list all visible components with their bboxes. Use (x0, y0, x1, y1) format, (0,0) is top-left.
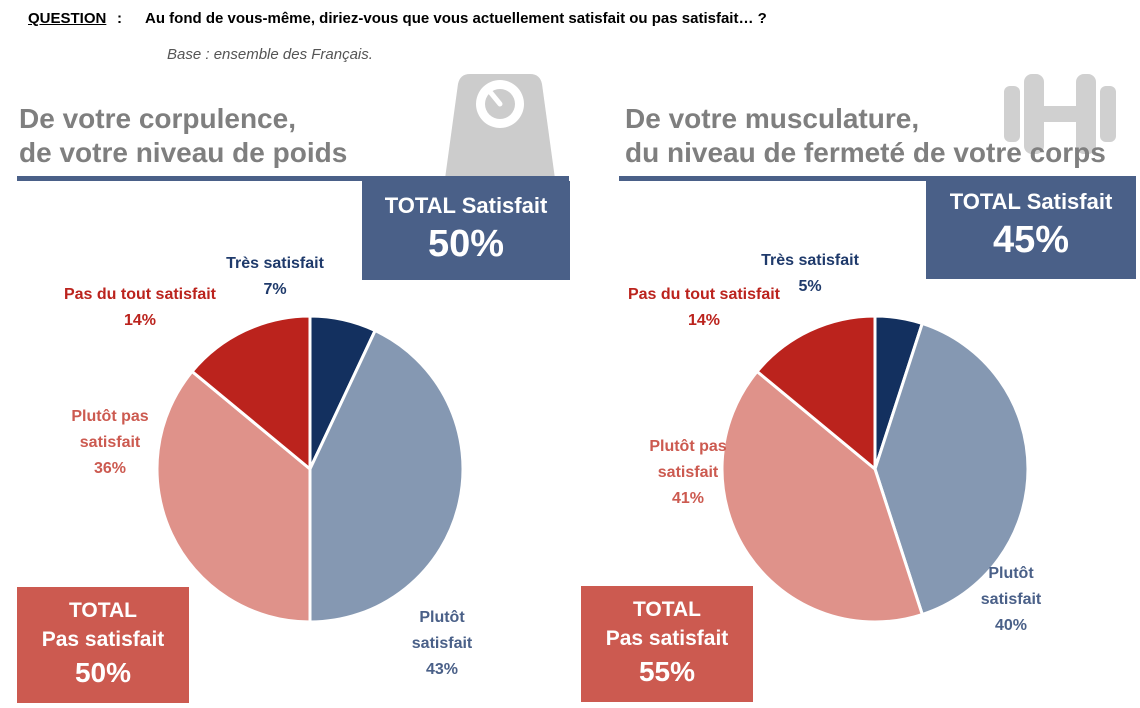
question-text: Au fond de vous-même, diriez-vous que vo… (145, 10, 767, 27)
label-tres-satisfait-line: 5% (798, 278, 821, 295)
slice-pas-du-tout-satisfait (190, 314, 312, 471)
label-pas-du-tout-satisfait-line: 14% (124, 312, 156, 329)
label-tres-satisfait-line: 7% (263, 281, 286, 298)
label-plutot-satisfait-line: satisfait (412, 635, 473, 652)
total-satisfait-value: 50% (427, 223, 505, 265)
label-pas-du-tout-satisfait-line: 14% (688, 312, 720, 329)
total-pas-line2: Pas satisfait (41, 628, 165, 651)
total-satisfait-label: TOTAL Satisfait (384, 193, 548, 218)
panel-title: De votre corpulence, de votre niveau de … (19, 102, 347, 170)
label-plutot-satisfait-line: 40% (995, 617, 1027, 634)
panel-title-line1: De votre corpulence, (19, 103, 296, 134)
question-label: QUESTION (28, 10, 107, 27)
label-tres-satisfait-line: Très satisfait (761, 252, 860, 269)
panel-corpulence: De votre corpulence, de votre niveau de … (17, 74, 570, 703)
total-pas-line1: TOTAL (632, 598, 702, 621)
scale-icon (443, 74, 557, 192)
label-plutot-pas-satisfait: Plutôt pas satisfait 41% (649, 438, 726, 507)
slice-pas-du-tout-satisfait (755, 314, 877, 471)
label-plutot-satisfait-line: Plutôt (988, 565, 1034, 582)
label-plutot-satisfait-line: 43% (426, 661, 458, 678)
label-plutot-pas-satisfait-line: satisfait (80, 434, 141, 451)
total-satisfait-value: 45% (992, 219, 1070, 261)
label-plutot-satisfait: Plutôt satisfait 43% (412, 609, 473, 678)
dumbbell-icon (1004, 74, 1116, 154)
panel-title-line2: de votre niveau de poids (19, 137, 348, 168)
total-pas-line1: TOTAL (68, 599, 138, 622)
title-underline (17, 176, 569, 181)
total-satisfait-label: TOTAL Satisfait (949, 189, 1113, 214)
slice-plutot-satisfait (873, 321, 1030, 617)
total-satisfait-box: TOTAL Satisfait 50% (362, 181, 570, 280)
label-plutot-satisfait: Plutôt satisfait 40% (981, 565, 1042, 634)
total-satisfait-box: TOTAL Satisfait 45% (926, 181, 1136, 279)
pie-chart-2: Très satisfait 5%Plutôt satisfait 40%Plutôt… (628, 252, 1042, 634)
total-pas-value: 50% (74, 657, 132, 688)
label-plutot-satisfait-line: satisfait (981, 591, 1042, 608)
label-plutot-pas-satisfait-line: 36% (94, 460, 126, 477)
label-tres-satisfait: Très satisfait 7% (226, 255, 325, 298)
label-plutot-pas-satisfait-line: Plutôt pas (649, 438, 726, 455)
pie-chart-1: Très satisfait 7%Plutôt satisfait 43%Plutôt… (64, 255, 473, 678)
total-pas-satisfait-box: TOTAL Pas satisfait 55% (581, 586, 753, 702)
panel-title-line1: De votre musculature, (625, 103, 920, 134)
label-plutot-pas-satisfait: Plutôt pas satisfait 36% (71, 408, 148, 477)
panel-musculature: De votre musculature, du niveau de ferme… (570, 0, 1140, 708)
label-pas-du-tout-satisfait: Pas du tout satisfait 14% (64, 286, 217, 329)
label-tres-satisfait: Très satisfait 5% (761, 252, 860, 295)
label-plutot-pas-satisfait-line: 41% (672, 490, 704, 507)
label-plutot-satisfait-line: Plutôt (419, 609, 465, 626)
question-colon: : (117, 10, 122, 27)
slice-plutot-pas-satisfait (155, 369, 312, 624)
label-pas-du-tout-satisfait: Pas du tout satisfait 14% (628, 286, 781, 329)
label-pas-du-tout-satisfait-line: Pas du tout satisfait (628, 286, 781, 303)
panel-title: De votre musculature, du niveau de ferme… (625, 102, 1106, 170)
label-pas-du-tout-satisfait-line: Pas du tout satisfait (64, 286, 217, 303)
slice-plutot-pas-satisfait (720, 369, 924, 624)
label-plutot-pas-satisfait-line: Plutôt pas (71, 408, 148, 425)
panel-title-line2: du niveau de fermeté de votre corps (625, 137, 1106, 168)
total-pas-line2: Pas satisfait (605, 627, 729, 650)
label-tres-satisfait-line: Très satisfait (226, 255, 325, 272)
total-pas-satisfait-box: TOTAL Pas satisfait 50% (17, 587, 189, 703)
title-underline (619, 176, 1136, 181)
slice-plutot-satisfait (308, 329, 465, 624)
base-note: Base : ensemble des Français. (167, 46, 373, 63)
total-pas-value: 55% (638, 656, 696, 687)
label-plutot-pas-satisfait-line: satisfait (658, 464, 719, 481)
